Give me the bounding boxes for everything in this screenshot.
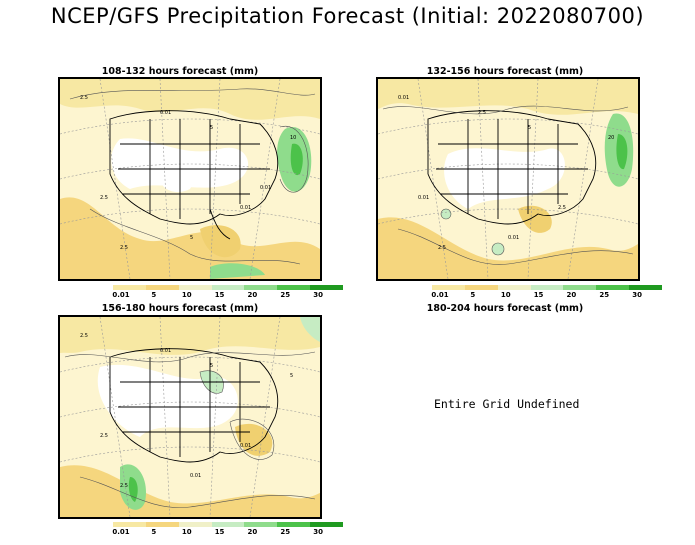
contour-label: 2.5	[558, 205, 566, 211]
legend-label: 5	[151, 528, 157, 536]
contour-label: 2.5	[120, 245, 128, 251]
contour-label: 5	[290, 373, 293, 379]
legend-label: 10	[500, 291, 511, 299]
contour-label: 0.01	[508, 235, 519, 241]
contour-label: 0.01	[240, 205, 251, 211]
legend-label: 15	[533, 291, 544, 299]
precip-map-2: 0.01 2.5 5 0.01 2.5 20 2.5 0.01	[378, 79, 638, 279]
legend-color-bar	[113, 285, 344, 290]
legend-swatch	[211, 285, 245, 290]
legend-swatch	[310, 522, 344, 527]
legend-swatch	[244, 522, 278, 527]
legend-swatch	[145, 522, 179, 527]
legend-swatch	[145, 285, 179, 290]
legend-label: 15	[214, 291, 225, 299]
contour-label: 2.5	[80, 333, 88, 339]
legend-label: 0.01	[112, 291, 130, 299]
contour-label: 2.5	[100, 195, 108, 201]
legend-swatch	[596, 285, 630, 290]
legend-label: 20	[566, 291, 577, 299]
panel-4-title: 180-204 hours forecast (mm)	[426, 303, 584, 314]
contour-label: 2.5	[80, 95, 88, 101]
legend-label: 10	[181, 528, 192, 536]
panel-2-title: 132-156 hours forecast (mm)	[426, 66, 584, 77]
contour-label: 0.01	[398, 95, 409, 101]
panel-3-title: 156-180 hours forecast (mm)	[101, 303, 259, 314]
panel-3-map: 2.5 0.01 5 2.5 0.01 5 2.5 0.01	[58, 315, 322, 519]
contour-label: 5	[210, 125, 213, 131]
legend-label: 15	[214, 528, 225, 536]
contour-label: 0.01	[190, 473, 201, 479]
contour-label: 0.01	[160, 348, 171, 354]
legend-swatch	[629, 285, 663, 290]
legend-label: 5	[470, 291, 476, 299]
legend-swatch	[211, 522, 245, 527]
contour-label: 5	[210, 363, 213, 369]
panel-1-map: 2.5 0.01 5 2.5 0.01 10 2.5 5 0.01	[58, 77, 322, 281]
legend-label: 20	[247, 528, 258, 536]
legend-label: 0.01	[431, 291, 449, 299]
precip-map-1: 2.5 0.01 5 2.5 0.01 10 2.5 5 0.01	[60, 79, 320, 279]
legend-swatch	[178, 285, 212, 290]
page-title: NCEP/GFS Precipitation Forecast (Initial…	[50, 4, 645, 28]
legend-swatch	[244, 285, 278, 290]
grid-undefined-message: Entire Grid Undefined	[434, 397, 580, 411]
contour-label: 0.01	[160, 110, 171, 116]
legend-label: 5	[151, 291, 157, 299]
legend-swatch	[113, 522, 146, 527]
legend-swatch	[563, 285, 597, 290]
legend-swatch	[178, 522, 212, 527]
legend-swatch	[277, 522, 311, 527]
legend-swatch	[113, 285, 146, 290]
legend-swatch	[277, 285, 311, 290]
contour-label: 20	[608, 135, 614, 141]
legend-swatch	[530, 285, 564, 290]
contour-label: 10	[290, 135, 296, 141]
legend-swatch	[432, 285, 465, 290]
contour-label: 2.5	[478, 110, 486, 116]
legend-label: 25	[280, 528, 291, 536]
legend-label: 20	[247, 291, 258, 299]
legend-label: 30	[632, 291, 643, 299]
legend-swatch	[497, 285, 531, 290]
contour-label: 0.01	[260, 185, 271, 191]
legend-label: 30	[313, 291, 324, 299]
legend-label: 0.01	[112, 528, 130, 536]
legend-label: 10	[181, 291, 192, 299]
contour-label: 2.5	[100, 433, 108, 439]
contour-label: 0.01	[240, 443, 251, 449]
panel-3-legend: 0.01 5 10 15 20 25 30	[112, 522, 344, 542]
panel-2-map: 0.01 2.5 5 0.01 2.5 20 2.5 0.01	[376, 77, 640, 281]
legend-label: 25	[280, 291, 291, 299]
legend-color-bar	[432, 285, 663, 290]
contour-label: 2.5	[120, 483, 128, 489]
contour-label: 2.5	[438, 245, 446, 251]
panel-1-title: 108-132 hours forecast (mm)	[101, 66, 259, 77]
contour-label: 5	[528, 125, 531, 131]
precip-map-3: 2.5 0.01 5 2.5 0.01 5 2.5 0.01	[60, 317, 320, 517]
legend-swatch	[464, 285, 498, 290]
legend-label: 25	[599, 291, 610, 299]
legend-color-bar	[113, 522, 344, 527]
legend-label: 30	[313, 528, 324, 536]
panel-1-legend: 0.01 5 10 15 20 25 30	[112, 285, 344, 305]
panel-2-legend: 0.01 5 10 15 20 25 30	[431, 285, 663, 305]
legend-swatch	[310, 285, 344, 290]
contour-label: 5	[190, 235, 193, 241]
contour-label: 0.01	[418, 195, 429, 201]
